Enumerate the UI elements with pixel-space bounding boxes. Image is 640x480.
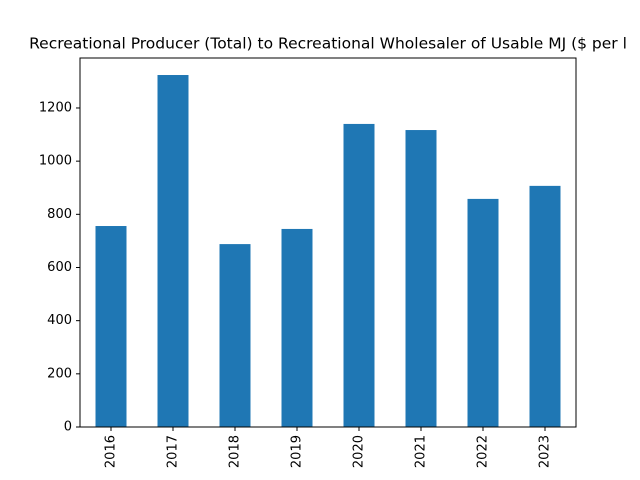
bar <box>405 130 437 427</box>
y-tick-label: 1200 <box>39 100 72 115</box>
y-tick-label: 0 <box>64 420 72 435</box>
chart-title: Recreational Producer (Total) to Recreat… <box>29 35 627 53</box>
x-tick-label: 2017 <box>166 435 181 468</box>
y-tick-label: 1000 <box>39 154 72 169</box>
bar <box>157 75 189 428</box>
y-tick-label: 800 <box>47 207 72 222</box>
x-tick-label: 2016 <box>104 435 119 468</box>
x-tick-label: 2020 <box>352 435 367 468</box>
bar <box>343 123 375 427</box>
bar <box>219 244 251 427</box>
y-tick-label: 600 <box>47 260 72 275</box>
y-tick-label: 200 <box>47 366 72 381</box>
bar <box>281 228 313 427</box>
x-tick-label: 2023 <box>538 435 553 468</box>
y-tick-label: 400 <box>47 313 72 328</box>
bar <box>529 185 561 427</box>
bar <box>95 226 127 427</box>
axes-frame <box>79 57 577 428</box>
x-tick-label: 2022 <box>476 435 491 468</box>
x-tick-label: 2018 <box>228 435 243 468</box>
x-tick-label: 2021 <box>414 435 429 468</box>
x-tick-label: 2019 <box>290 435 305 468</box>
bar <box>467 198 499 427</box>
